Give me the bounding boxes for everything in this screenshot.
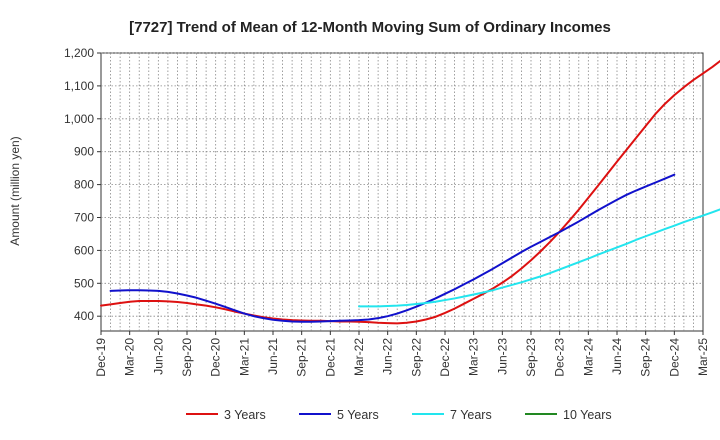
y-tick-label: 800 xyxy=(74,178,94,192)
x-tick-label: Dec-20 xyxy=(209,338,223,377)
x-tick-label: Jun-20 xyxy=(151,338,165,375)
x-tick-label: Dec-22 xyxy=(438,338,452,377)
x-tick-label: Mar-25 xyxy=(696,338,710,376)
y-tick-label: 500 xyxy=(74,276,94,290)
x-tick-label: Sep-21 xyxy=(295,338,309,377)
y-tick-label: 600 xyxy=(74,243,94,257)
x-tick-label: Sep-22 xyxy=(409,338,423,377)
series-line-7-years xyxy=(358,208,720,308)
x-tick-label: Jun-24 xyxy=(610,338,624,375)
legend-label-7-years: 7 Years xyxy=(450,408,492,422)
x-tick-label: Mar-24 xyxy=(581,338,595,376)
x-tick-label: Mar-23 xyxy=(467,338,481,376)
x-tick-label: Dec-23 xyxy=(553,338,567,377)
y-axis: 400 500 600 700 800 900 1,000 1,100 1,200 xyxy=(64,46,101,323)
y-tick-label: 900 xyxy=(74,145,94,159)
x-tick-label: Sep-20 xyxy=(180,338,194,377)
y-tick-label: 700 xyxy=(74,210,94,224)
y-axis-label: Amount (million yen) xyxy=(8,136,22,245)
series-lines xyxy=(100,59,720,325)
grid xyxy=(101,52,703,331)
y-tick-label: 1,000 xyxy=(64,112,94,126)
x-tick-label: Mar-20 xyxy=(123,338,137,376)
x-tick-label: Jun-23 xyxy=(495,338,509,375)
legend-label-10-years: 10 Years xyxy=(563,408,612,422)
y-tick-label: 400 xyxy=(74,309,94,323)
x-tick-label: Sep-23 xyxy=(524,338,538,377)
legend-label-3-years: 3 Years xyxy=(224,408,266,422)
x-tick-label: Jun-21 xyxy=(266,338,280,375)
x-tick-label: Mar-22 xyxy=(352,338,366,376)
x-tick-label: Mar-21 xyxy=(237,338,251,376)
chart-title: [7727] Trend of Mean of 12-Month Moving … xyxy=(129,19,611,36)
y-tick-label: 1,100 xyxy=(64,79,94,93)
x-tick-label: Dec-21 xyxy=(323,338,337,377)
plot-area xyxy=(100,52,704,332)
x-tick-label: Sep-24 xyxy=(639,338,653,377)
legend: 3 Years 5 Years 7 Years 10 Years xyxy=(186,408,612,422)
x-tick-label: Dec-24 xyxy=(667,338,681,377)
legend-label-5-years: 5 Years xyxy=(337,408,379,422)
y-tick-label: 1,200 xyxy=(64,46,94,60)
x-tick-label: Dec-19 xyxy=(94,338,108,377)
x-axis: Dec-19 Mar-20 Jun-20 Sep-20 Dec-20 Mar-21 Jun-… xyxy=(94,331,710,377)
series-line-5-years xyxy=(109,173,676,323)
x-tick-label: Jun-22 xyxy=(381,338,395,375)
series-line-3-years xyxy=(100,59,720,325)
